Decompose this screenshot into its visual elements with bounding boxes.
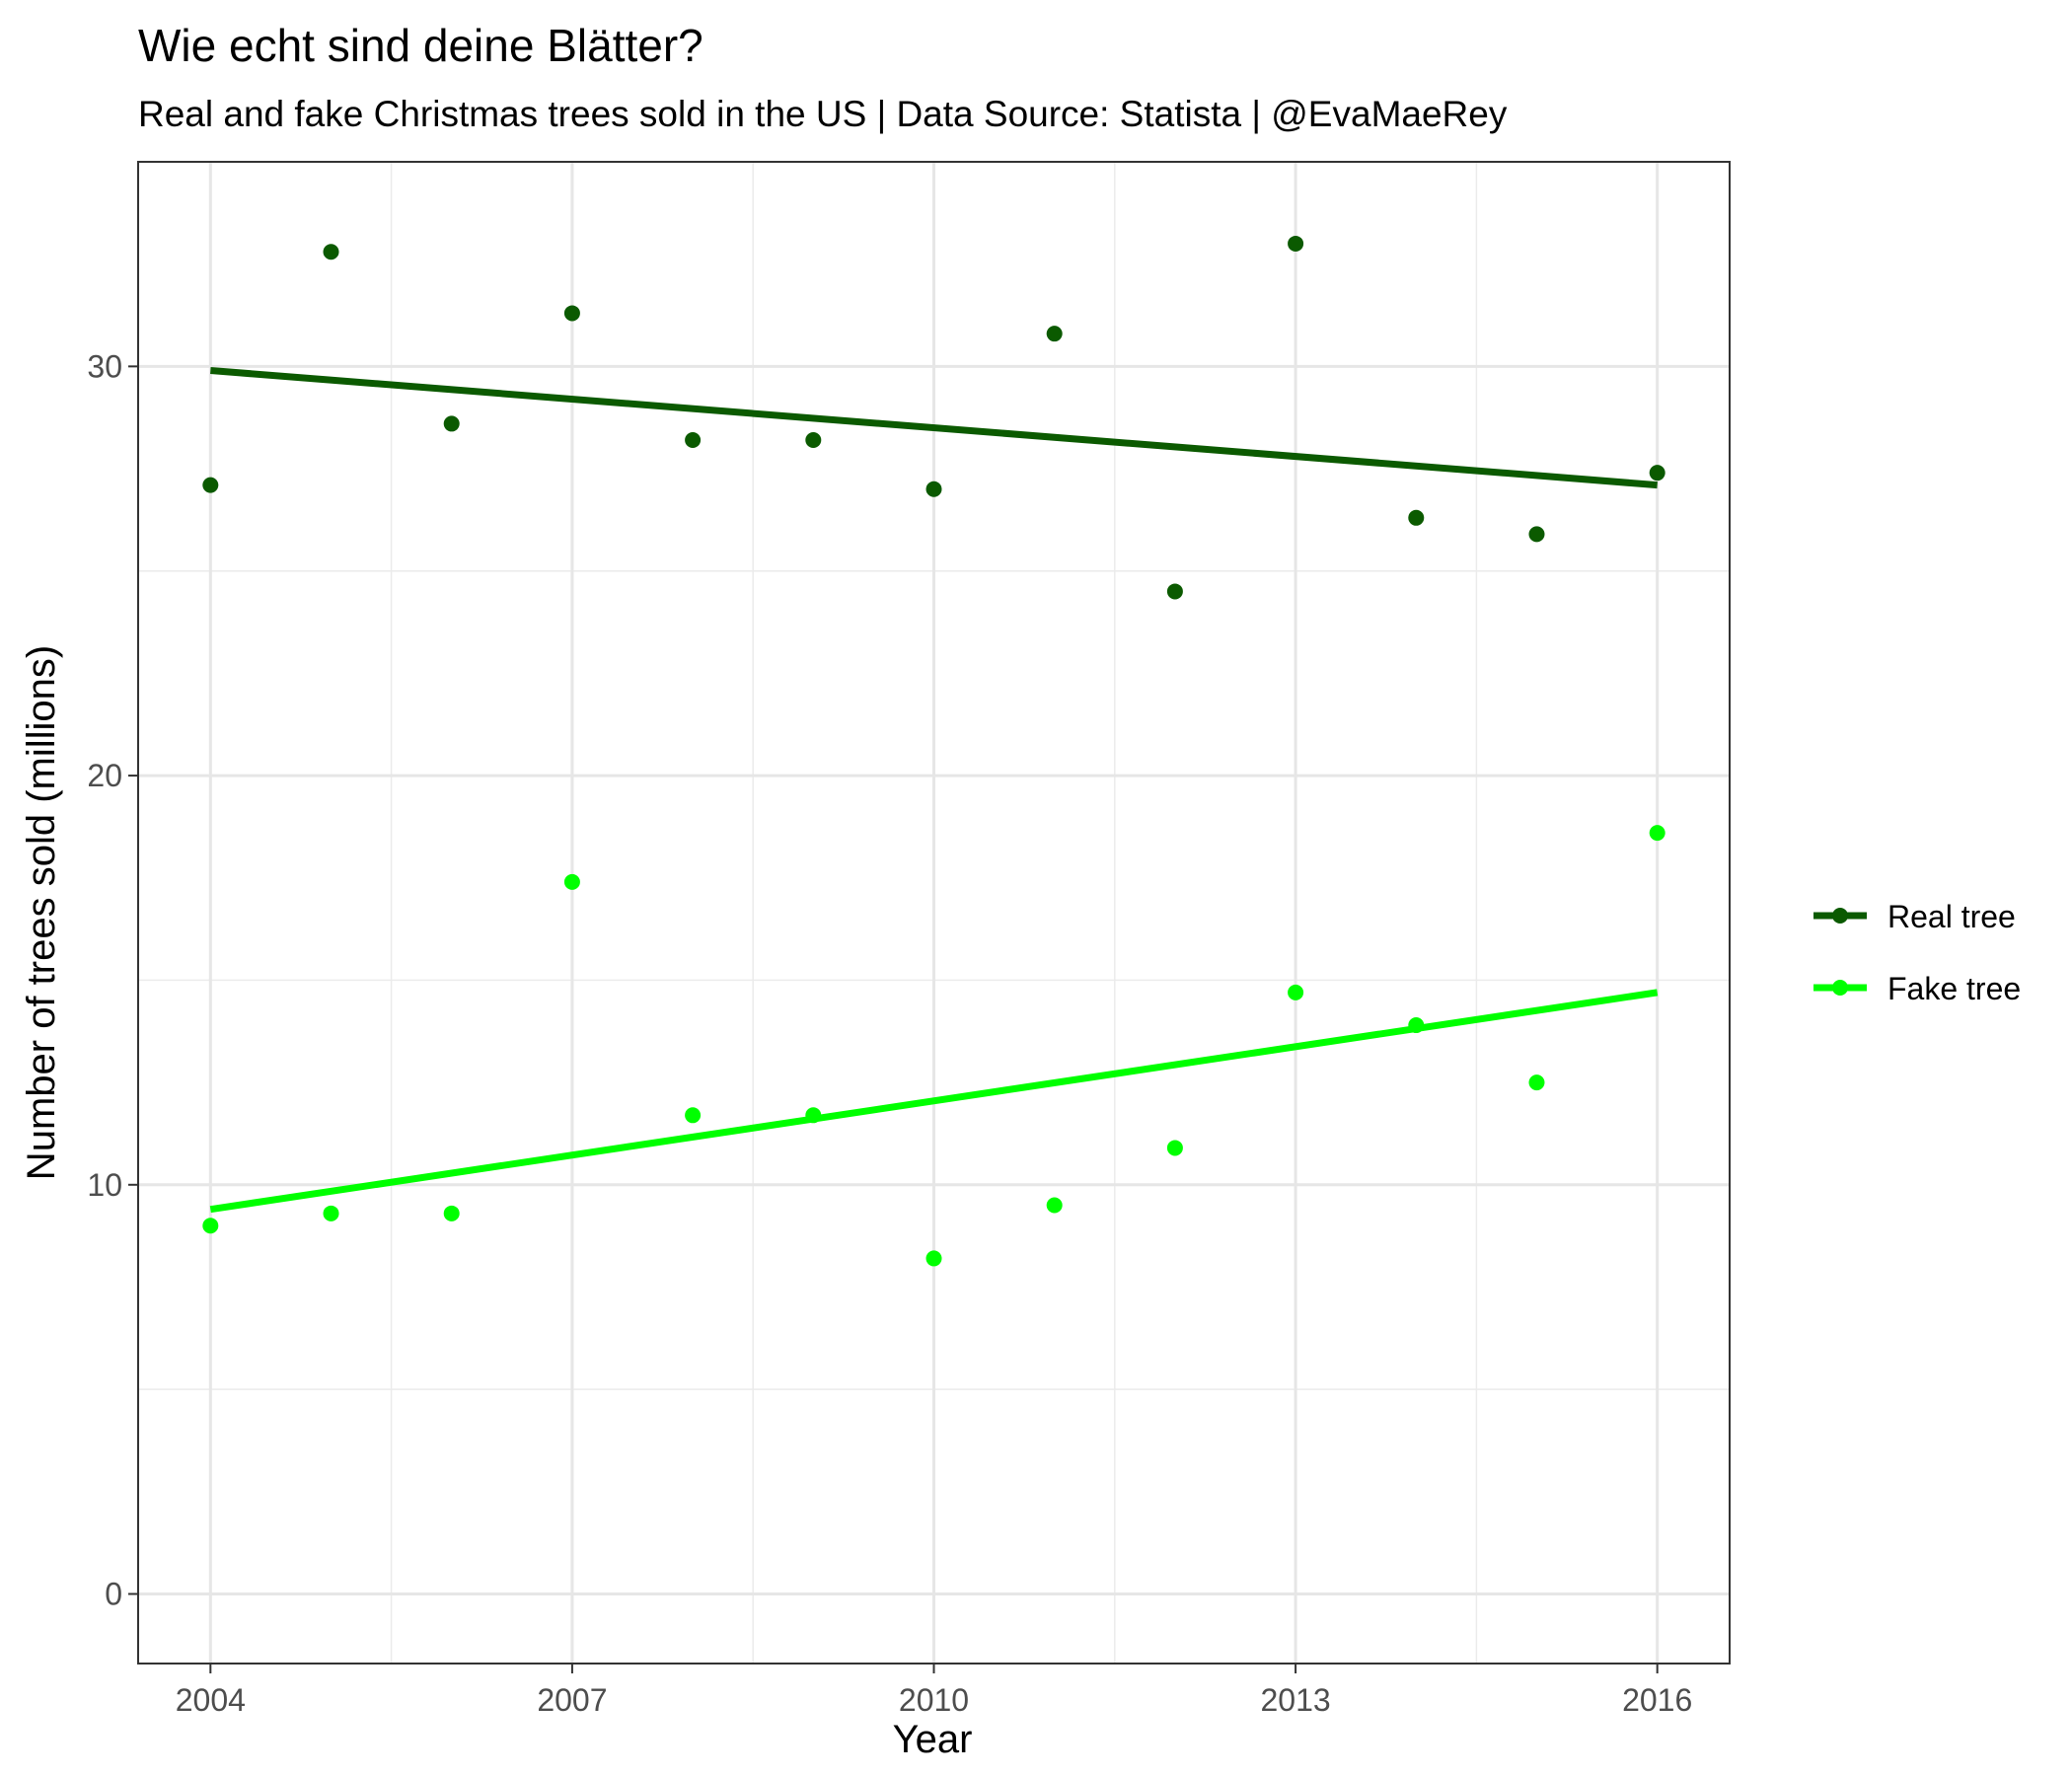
data-point-series-0-5 bbox=[805, 432, 822, 449]
data-point-series-0-9 bbox=[1288, 235, 1304, 252]
data-point-series-1-12 bbox=[1649, 825, 1665, 842]
legend-key-point bbox=[1832, 908, 1848, 924]
data-point-series-0-12 bbox=[1649, 465, 1665, 481]
data-point-series-0-3 bbox=[563, 305, 580, 322]
data-point-series-1-2 bbox=[443, 1205, 460, 1221]
x-axis-label: Year bbox=[893, 1718, 973, 1761]
data-point-series-0-8 bbox=[1166, 583, 1183, 600]
y-axis-ticks: 0 10 20 30 bbox=[87, 348, 138, 1611]
trend-line-series-0 bbox=[210, 367, 1658, 489]
data-point-series-1-9 bbox=[1288, 984, 1304, 1000]
y-tick-label: 20 bbox=[87, 758, 122, 793]
data-point-series-0-10 bbox=[1408, 509, 1425, 526]
data-point-series-1-0 bbox=[202, 1218, 219, 1234]
y-tick-label: 30 bbox=[87, 348, 122, 384]
chart-subtitle: Real and fake Christmas trees sold in th… bbox=[138, 94, 1508, 134]
x-tick-label: 2007 bbox=[537, 1682, 607, 1718]
data-point-series-1-7 bbox=[1046, 1197, 1063, 1214]
data-point-series-1-6 bbox=[925, 1250, 942, 1267]
data-point-series-1-5 bbox=[805, 1107, 822, 1124]
y-axis-label: Number of trees sold (millions) bbox=[20, 645, 63, 1180]
data-point-series-0-11 bbox=[1528, 526, 1545, 543]
data-point-series-0-0 bbox=[202, 477, 219, 493]
x-tick-label: 2016 bbox=[1622, 1682, 1692, 1718]
x-tick-label: 2010 bbox=[899, 1682, 969, 1718]
data-points bbox=[202, 235, 1665, 1267]
data-point-series-1-8 bbox=[1166, 1140, 1183, 1156]
data-point-series-1-10 bbox=[1408, 1017, 1425, 1034]
chart-title: Wie echt sind deine Blätter? bbox=[138, 20, 703, 71]
y-tick-label: 0 bbox=[105, 1576, 122, 1611]
legend-label: Real tree bbox=[1887, 899, 2016, 934]
data-point-series-1-3 bbox=[563, 873, 580, 890]
x-tick-label: 2013 bbox=[1260, 1682, 1330, 1718]
data-point-series-0-6 bbox=[925, 481, 942, 497]
x-tick-label: 2004 bbox=[176, 1682, 246, 1718]
grid-major bbox=[138, 162, 1730, 1664]
data-point-series-0-2 bbox=[443, 415, 460, 432]
x-axis-ticks: 2004 2007 2010 2013 2016 bbox=[176, 1664, 1692, 1718]
legend-label: Fake tree bbox=[1887, 971, 2021, 1006]
data-point-series-1-11 bbox=[1528, 1074, 1545, 1091]
data-point-series-0-4 bbox=[685, 432, 702, 449]
data-point-series-0-1 bbox=[323, 244, 339, 260]
legend-key-point bbox=[1832, 980, 1848, 996]
data-point-series-1-1 bbox=[323, 1205, 339, 1221]
legend: Real tree Fake tree bbox=[1813, 899, 2021, 1006]
data-point-series-0-7 bbox=[1046, 326, 1063, 342]
data-point-series-1-4 bbox=[685, 1107, 702, 1124]
y-tick-label: 10 bbox=[87, 1167, 122, 1203]
